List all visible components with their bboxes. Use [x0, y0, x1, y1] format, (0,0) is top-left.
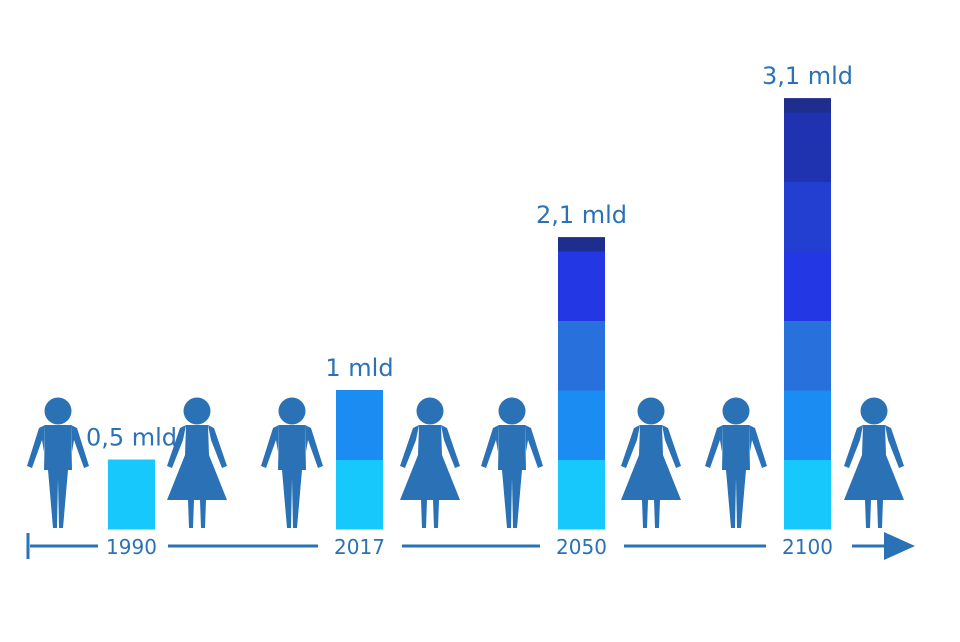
bar-value-label: 2,1 mld	[536, 201, 627, 229]
bar-2100	[784, 98, 831, 530]
timeline-axis	[26, 532, 915, 560]
bar-segment	[558, 320, 605, 391]
bar-segment	[336, 459, 383, 530]
bar-segment	[784, 459, 831, 530]
axis-arrow-icon	[884, 532, 915, 560]
year-label: 2100	[782, 535, 833, 559]
bar-segment	[784, 251, 831, 321]
bar-segment	[558, 459, 605, 530]
bar-segment	[558, 390, 605, 460]
bar-segment	[784, 98, 831, 113]
bar-segment	[784, 390, 831, 460]
man-icon	[27, 397, 89, 528]
labels: 0,5 mld 1990 1 mld 2017 2,1 mld 2050 3,1 mld 21…	[86, 62, 853, 559]
bars	[108, 98, 831, 530]
bar-value-label: 1 mld	[325, 354, 393, 382]
year-label: 1990	[106, 535, 157, 559]
bar-value-label: 0,5 mld	[86, 424, 177, 452]
woman-icon	[167, 397, 227, 528]
bar-2017	[336, 390, 383, 530]
bar-segment	[558, 251, 605, 321]
man-icon	[261, 397, 323, 528]
bar-1990	[108, 459, 155, 530]
woman-icon	[844, 397, 904, 528]
bar-segment	[108, 459, 155, 530]
bar-segment	[784, 181, 831, 252]
woman-icon	[400, 397, 460, 528]
people-icons	[27, 397, 904, 528]
year-label: 2017	[334, 535, 385, 559]
man-icon	[705, 397, 767, 528]
bar-segment	[784, 112, 831, 182]
bar-2050	[558, 237, 605, 530]
bar-segment	[784, 320, 831, 391]
woman-icon	[621, 397, 681, 528]
bar-segment	[336, 390, 383, 460]
bar-value-label: 3,1 mld	[762, 62, 853, 90]
man-icon	[481, 397, 543, 528]
year-label: 2050	[556, 535, 607, 559]
bar-segment	[558, 237, 605, 252]
